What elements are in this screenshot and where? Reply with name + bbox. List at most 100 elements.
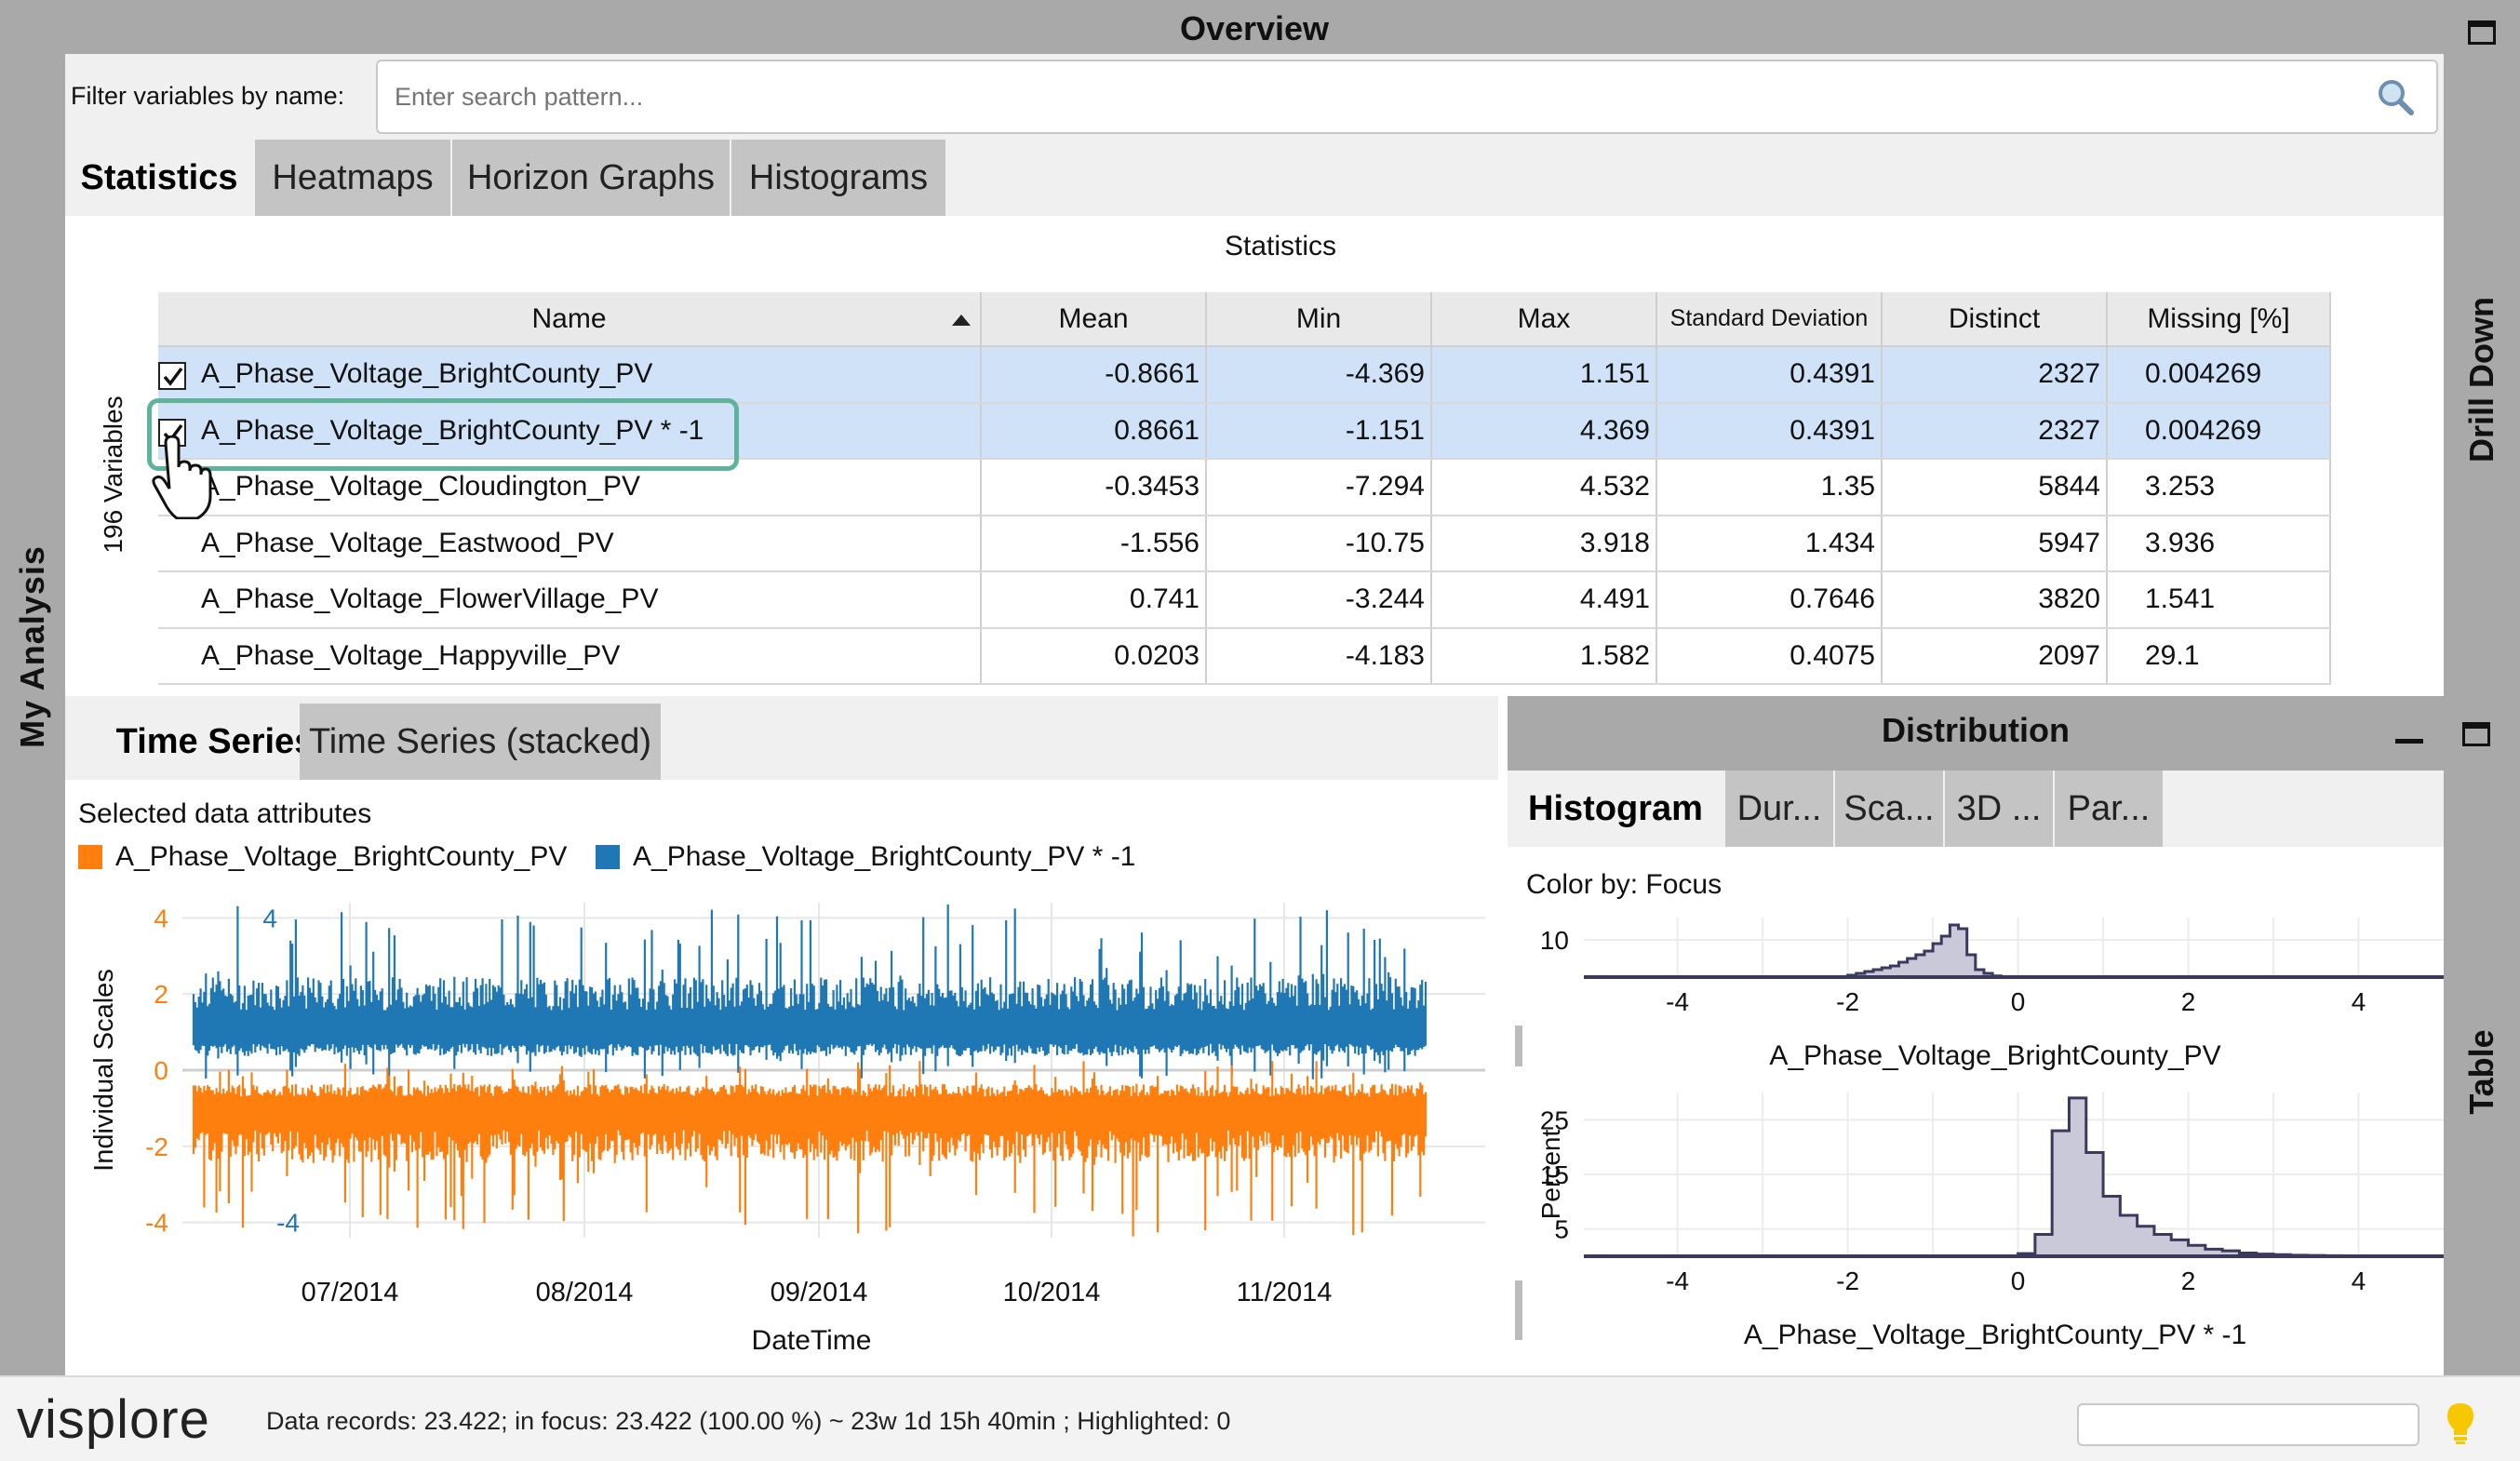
table-row[interactable]: A_Phase_Voltage_BrightCounty_PV * -1 0.86… xyxy=(158,402,2331,460)
cell-min: -4.369 xyxy=(1206,346,1432,404)
cell-mean: 0.741 xyxy=(981,571,1207,629)
cell-distinct: 2327 xyxy=(1882,346,2108,404)
time-series-panel xyxy=(71,780,1498,1375)
column-header-name-label: Name xyxy=(531,302,607,334)
cell-std: 1.434 xyxy=(1656,515,1883,572)
cell-mean: -0.3453 xyxy=(981,459,1207,516)
y-tick-label: 10 xyxy=(1540,926,1569,955)
histogram-chart[interactable]: 10 -4 -2 0 2 4 A_Phase_Voltage_BrightCounty_PV… xyxy=(1508,912,2444,1375)
table-row[interactable]: A_Phase_Voltage_Eastwood_PV -1.556 -10.75 3… xyxy=(158,515,2331,572)
my-analysis-label[interactable]: My Analysis xyxy=(13,545,51,748)
tab-time-series-stacked[interactable]: Time Series (stacked) xyxy=(300,704,661,780)
cell-max: 4.369 xyxy=(1431,402,1657,460)
x-tick-label: 09/2014 xyxy=(771,1278,868,1307)
y-axis-label: Individual Scales xyxy=(89,969,119,1172)
distribution-title: Distribution xyxy=(1882,711,2070,749)
y-tick-label-blue: 4 xyxy=(262,904,277,932)
variable-name: A_Phase_Voltage_BrightCounty_PV xyxy=(201,358,653,390)
x-tick-label: 4 xyxy=(2352,987,2366,1016)
table-row[interactable]: A_Phase_Voltage_Happyville_PV 0.0203 -4.18… xyxy=(158,627,2331,685)
statistics-table: Name Mean Min Max Standard Deviation Dis… xyxy=(158,292,2331,685)
y-tick-label-orange: 2 xyxy=(154,980,168,1009)
row-checkbox[interactable] xyxy=(158,362,186,390)
x-tick-label: -4 xyxy=(1666,1267,1689,1295)
tab-scatter[interactable]: Sca... xyxy=(1835,771,1943,847)
cell-distinct: 5844 xyxy=(1882,459,2108,516)
table-label[interactable]: Table xyxy=(2462,1029,2500,1115)
cell-distinct: 2097 xyxy=(1882,627,2108,685)
column-header-mean[interactable]: Mean xyxy=(981,292,1207,347)
color-by-label[interactable]: Color by: Focus xyxy=(1526,869,1722,900)
cell-std: 0.4075 xyxy=(1656,627,1883,685)
variable-count-label: 196 Variables xyxy=(99,395,127,554)
legend-swatch-blue xyxy=(596,845,620,869)
tab-histograms[interactable]: Histograms xyxy=(731,140,945,216)
table-row[interactable]: A_Phase_Voltage_BrightCounty_PV -0.8661 -4… xyxy=(158,346,2331,404)
search-icon[interactable] xyxy=(2375,76,2416,117)
table-row[interactable]: A_Phase_Voltage_FlowerVillage_PV 0.741 -3.… xyxy=(158,571,2331,629)
search-box[interactable] xyxy=(376,60,2438,134)
x-tick-label: 0 xyxy=(2011,987,2026,1016)
cell-std: 0.7646 xyxy=(1656,571,1883,629)
x-tick-label: 2 xyxy=(2181,987,2196,1016)
x-tick-label: -4 xyxy=(1666,987,1689,1016)
cell-missing: 1.541 xyxy=(2107,571,2331,629)
tab-statistics[interactable]: Statistics xyxy=(80,158,238,197)
time-series-tabbar: Time Series Time Series (stacked) xyxy=(65,696,1498,780)
table-header-row: Name Mean Min Max Standard Deviation Dis… xyxy=(158,292,2331,347)
cell-name[interactable]: A_Phase_Voltage_BrightCounty_PV xyxy=(158,346,982,404)
distribution-minimize-icon[interactable] xyxy=(2395,739,2423,744)
cell-min: -1.151 xyxy=(1206,402,1432,460)
cell-min: -7.294 xyxy=(1206,459,1432,516)
cell-mean: -0.8661 xyxy=(981,346,1207,404)
cell-max: 1.151 xyxy=(1431,346,1657,404)
sort-ascending-icon[interactable] xyxy=(952,315,971,326)
column-header-name[interactable]: Name xyxy=(158,292,982,347)
tab-duration[interactable]: Dur... xyxy=(1725,771,1833,847)
tab-3d[interactable]: 3D ... xyxy=(1945,771,2053,847)
column-header-min[interactable]: Min xyxy=(1206,292,1432,347)
selection-highlight-box xyxy=(147,398,739,471)
overview-maximize-icon[interactable] xyxy=(2468,20,2496,45)
time-series-chart[interactable]: 07/2014 08/2014 09/2014 10/2014 11/2014 4 2 0 -2… xyxy=(71,893,1498,1359)
series-line-blue xyxy=(192,904,1428,1079)
x-axis-label: DateTime xyxy=(752,1325,872,1356)
tab-time-series[interactable]: Time Series xyxy=(115,722,315,761)
cell-std: 0.4391 xyxy=(1656,402,1883,460)
tab-heatmaps[interactable]: Heatmaps xyxy=(255,140,450,216)
tab-parallel[interactable]: Par... xyxy=(2055,771,2163,847)
cell-mean: -1.556 xyxy=(981,515,1207,572)
column-header-distinct[interactable]: Distinct xyxy=(1882,292,2108,347)
selected-attributes-label: Selected data attributes xyxy=(78,798,372,829)
visplore-logo: visplore xyxy=(17,1389,210,1450)
column-header-max[interactable]: Max xyxy=(1431,292,1657,347)
status-input[interactable] xyxy=(2077,1403,2419,1446)
cell-name[interactable]: A_Phase_Voltage_BrightCounty_PV * -1 xyxy=(158,402,982,460)
tab-horizon-graphs[interactable]: Horizon Graphs xyxy=(452,140,730,216)
histogram-title: A_Phase_Voltage_BrightCounty_PV * -1 xyxy=(1744,1320,2246,1350)
x-tick-label: 11/2014 xyxy=(1237,1278,1333,1307)
cell-missing: 0.004269 xyxy=(2107,402,2331,460)
overview-tabbar: Statistics Heatmaps Horizon Graphs Histo… xyxy=(65,140,2444,216)
histogram-title: A_Phase_Voltage_BrightCounty_PV xyxy=(1769,1040,2220,1071)
my-analysis-sidebar[interactable]: My Analysis xyxy=(0,0,65,1375)
cell-name[interactable]: A_Phase_Voltage_Happyville_PV xyxy=(158,627,982,685)
cell-max: 1.582 xyxy=(1431,627,1657,685)
cell-name[interactable]: A_Phase_Voltage_Eastwood_PV xyxy=(158,515,982,572)
tab-histogram[interactable]: Histogram xyxy=(1528,789,1703,828)
lightbulb-icon[interactable] xyxy=(2444,1401,2477,1446)
cell-name[interactable]: A_Phase_Voltage_FlowerVillage_PV xyxy=(158,571,982,629)
scrollbar-thumb xyxy=(1515,1280,1522,1340)
x-tick-label: 2 xyxy=(2181,1267,2196,1295)
cell-missing: 29.1 xyxy=(2107,627,2331,685)
column-header-missing[interactable]: Missing [%] xyxy=(2107,292,2331,347)
variable-name: A_Phase_Voltage_FlowerVillage_PV xyxy=(201,583,659,615)
column-header-std[interactable]: Standard Deviation xyxy=(1656,292,1883,347)
y-tick-label-blue: -4 xyxy=(276,1209,300,1238)
search-input[interactable] xyxy=(395,78,2349,115)
cell-missing: 0.004269 xyxy=(2107,346,2331,404)
drill-down-label[interactable]: Drill Down xyxy=(2462,297,2500,462)
distribution-maximize-icon[interactable] xyxy=(2462,722,2490,746)
variable-name: A_Phase_Voltage_Happyville_PV xyxy=(201,639,621,671)
cell-mean: 0.0203 xyxy=(981,627,1207,685)
